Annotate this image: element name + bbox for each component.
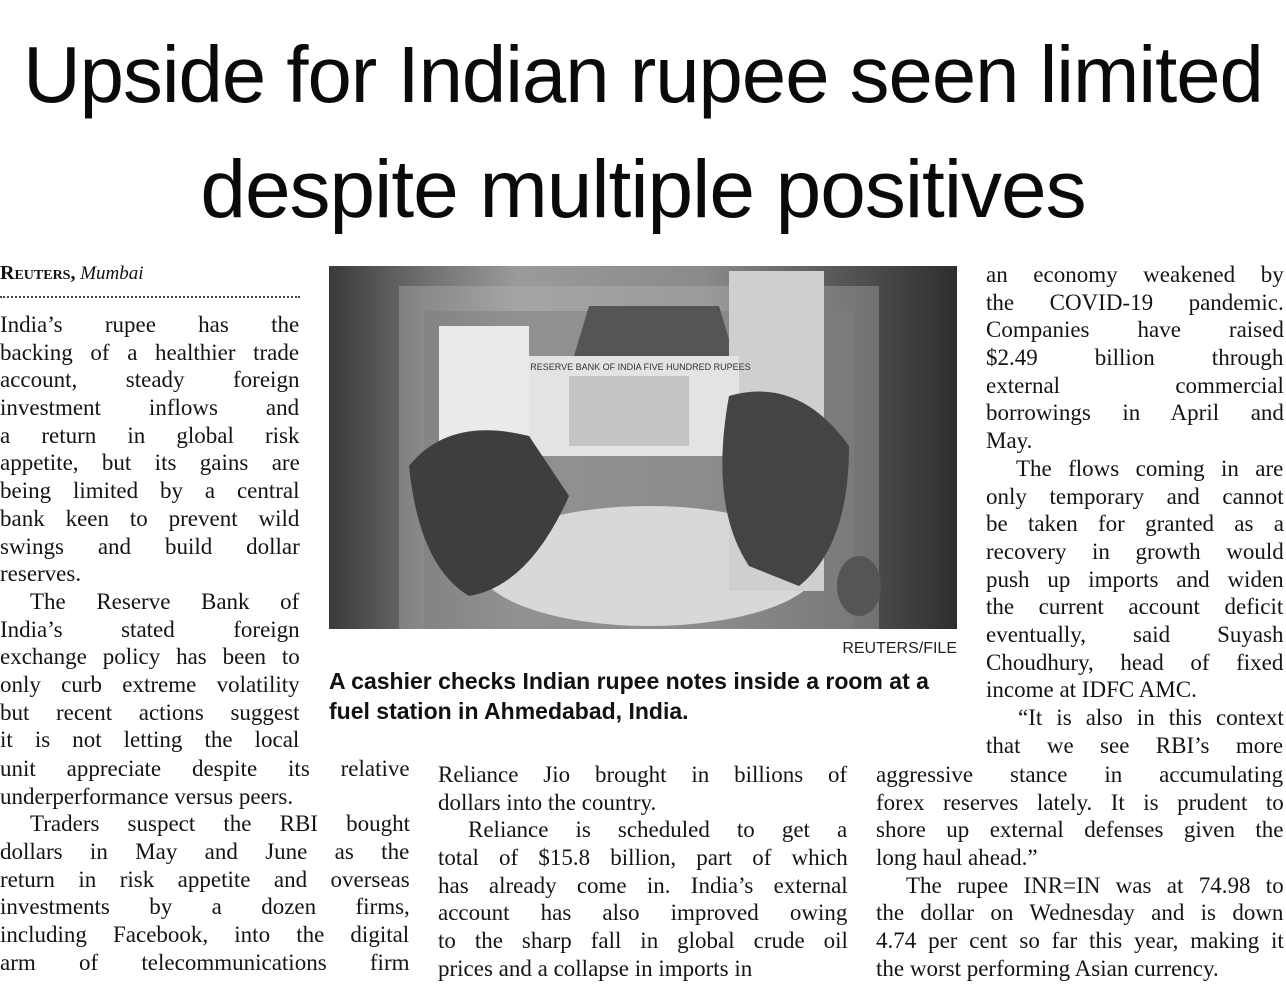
headline-line-1: Upside for Indian rupee seen limited bbox=[23, 30, 1264, 119]
svg-text:₹500 RESERVE BANK OF INDIA F: ₹500 RESERVE BANK OF INDIA FIVE HUNDRED … bbox=[507, 362, 751, 372]
text-line: only curb extreme volatility bbox=[0, 671, 300, 697]
text-line: The Reserve Bank of bbox=[30, 588, 300, 614]
text-line: push up imports and widen bbox=[986, 566, 1284, 592]
text-line: Reliance Jio brought in billions of bbox=[438, 762, 848, 787]
text-line: investment inflows and bbox=[0, 395, 300, 421]
column-left-bottom: unit appreciate despite its relative unde… bbox=[0, 755, 410, 977]
text-line: that we see RBI’s more bbox=[986, 732, 1284, 758]
photo-illustration: ₹500 RESERVE BANK OF INDIA FIVE HUNDRED … bbox=[399, 271, 881, 629]
text-line: reserves. bbox=[0, 561, 82, 587]
text-line: The flows coming in are bbox=[1016, 455, 1284, 481]
text-line: May. bbox=[986, 428, 1033, 454]
caption-line: A cashier checks Indian rupee notes insi… bbox=[329, 668, 929, 694]
text-line: a return in global risk bbox=[0, 422, 300, 448]
city: Mumbai bbox=[80, 263, 144, 284]
text-line: India’s stated foreign bbox=[0, 616, 300, 642]
text-line: only temporary and cannot bbox=[986, 483, 1284, 509]
text-line: but recent actions suggest bbox=[0, 699, 300, 725]
text-line: external commercial bbox=[986, 372, 1284, 398]
photo-credit: REUTERS/FILE bbox=[842, 640, 957, 657]
text-line: the current account deficit bbox=[986, 594, 1284, 620]
caption-line: fuel station in Ahmedabad, India. bbox=[329, 698, 689, 724]
text-line: account, steady foreign bbox=[0, 367, 300, 393]
text-line: recovery in growth would bbox=[986, 538, 1284, 564]
text-line: be taken for granted as a bbox=[986, 511, 1284, 537]
text-line: Traders suspect the RBI bought bbox=[30, 811, 410, 837]
column-right-bottom: aggressive stance in accumulating forex r… bbox=[876, 761, 1284, 983]
text-line: return in risk appetite and overseas bbox=[0, 866, 410, 892]
text-line: Choudhury, head of fixed bbox=[986, 649, 1284, 675]
column-left-top: India’s rupee has the backing of a health… bbox=[0, 311, 300, 754]
text-line: arm of telecommunications firm bbox=[0, 949, 410, 975]
column-middle: Reliance Jio brought in billions of dolla… bbox=[438, 761, 848, 983]
text-line: “It is also in this context bbox=[1018, 705, 1284, 730]
text-line: has already come in. India’s external bbox=[438, 872, 848, 898]
text-line: forex reserves lately. It is prudent to bbox=[876, 789, 1284, 815]
text-line: to the sharp fall in global crude oil bbox=[438, 928, 848, 954]
photo-caption: A cashier checks Indian rupee notes insi… bbox=[329, 666, 969, 726]
text-line: investments by a dozen firms, bbox=[0, 894, 410, 920]
text-line: the worst performing Asian currency. bbox=[876, 955, 1219, 981]
text-line: 4.74 per cent so far this year, making i… bbox=[876, 928, 1284, 954]
text-line: swings and build dollar bbox=[0, 533, 300, 559]
text-line: an economy weakened by bbox=[986, 262, 1284, 287]
text-line: income at IDFC AMC. bbox=[986, 677, 1197, 703]
article-photo: ₹500 RESERVE BANK OF INDIA FIVE HUNDRED … bbox=[329, 266, 957, 629]
dateline: Reuters, Mumbai bbox=[0, 262, 144, 285]
text-line: it is not letting the local bbox=[0, 727, 300, 753]
text-line: dollars in May and June as the bbox=[0, 839, 410, 865]
column-right-top: an economy weakened by the COVID-19 pande… bbox=[986, 261, 1284, 759]
text-line: India’s rupee has the bbox=[0, 312, 300, 337]
text-line: $2.49 billion through bbox=[986, 345, 1284, 371]
text-line: exchange policy has been to bbox=[0, 644, 300, 670]
text-line: Reliance is scheduled to get a bbox=[468, 817, 848, 843]
text-line: the dollar on Wednesday and is down bbox=[876, 900, 1284, 926]
text-line: including Facebook, into the digital bbox=[0, 922, 410, 948]
text-line: borrowings in April and bbox=[986, 400, 1284, 426]
text-line: long haul ahead.” bbox=[876, 845, 1038, 871]
text-line: aggressive stance in accumulating bbox=[876, 762, 1284, 787]
text-line: appetite, but its gains are bbox=[0, 450, 300, 476]
text-line: total of $15.8 billion, part of which bbox=[438, 845, 848, 871]
text-line: shore up external defenses given the bbox=[876, 817, 1284, 843]
text-line: eventually, said Suyash bbox=[986, 621, 1284, 647]
text-line: the COVID-19 pandemic. bbox=[986, 289, 1284, 315]
text-line: Companies have raised bbox=[986, 317, 1284, 343]
text-line: being limited by a central bbox=[0, 478, 300, 504]
text-line: dollars into the country. bbox=[438, 789, 657, 815]
headline-line-2: despite multiple positives bbox=[200, 144, 1086, 235]
text-line: unit appreciate despite its relative bbox=[0, 756, 410, 781]
dotted-divider bbox=[0, 296, 300, 298]
text-line: account has also improved owing bbox=[438, 900, 848, 926]
text-line: backing of a healthier trade bbox=[0, 339, 300, 365]
text-line: prices and a collapse in imports in bbox=[438, 955, 753, 981]
text-line: underperformance versus peers. bbox=[0, 783, 294, 809]
text-line: bank keen to prevent wild bbox=[0, 505, 300, 531]
agency: Reuters, bbox=[0, 262, 76, 284]
text-line: The rupee INR=IN was at 74.98 to bbox=[906, 872, 1284, 898]
